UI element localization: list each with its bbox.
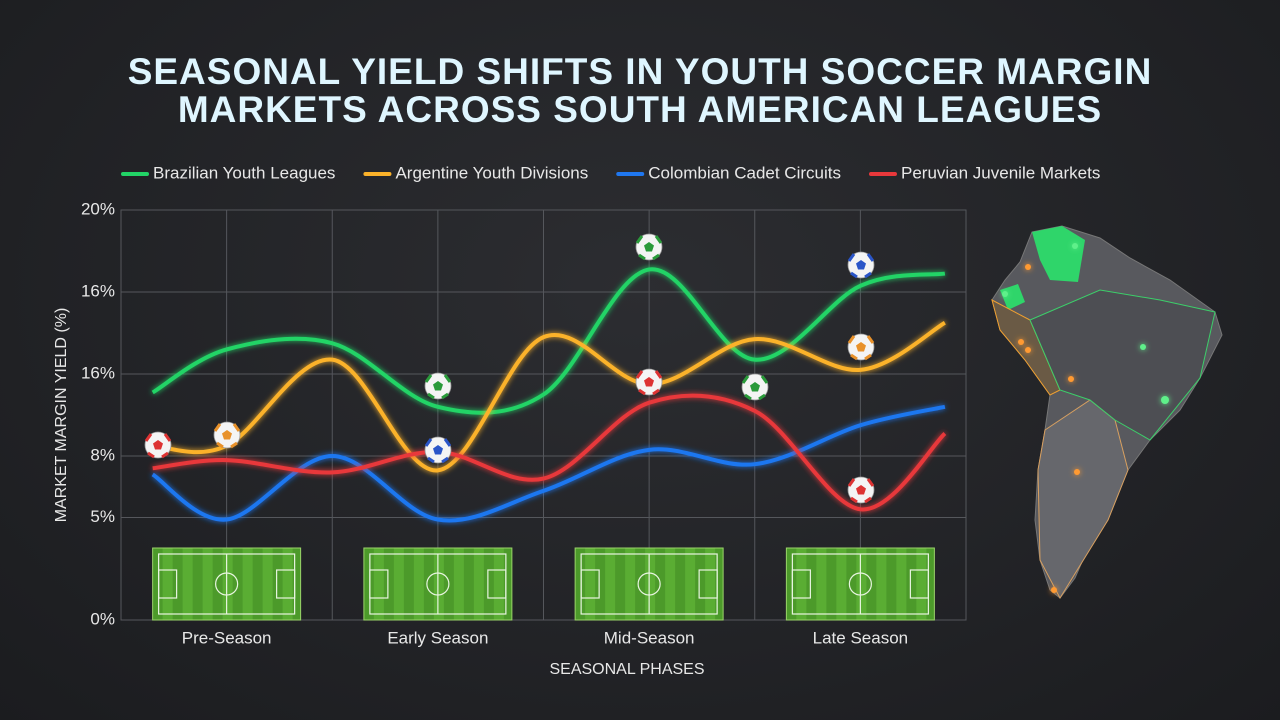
ball-icon xyxy=(424,372,452,400)
legend-label: Argentine Youth Divisions xyxy=(395,163,588,182)
x-tick-label: Mid-Season xyxy=(604,628,695,647)
y-axis-label: MARKET MARGIN YIELD (%) xyxy=(53,308,70,523)
ball-icon xyxy=(424,436,452,464)
legend-label: Peruvian Juvenile Markets xyxy=(901,163,1100,182)
series-line xyxy=(151,404,946,523)
ball-patch xyxy=(424,438,452,464)
legend-label: Colombian Cadet Circuits xyxy=(648,163,841,182)
ball-patch xyxy=(644,242,654,252)
ball-patch xyxy=(856,342,866,352)
ball-patch xyxy=(847,478,875,504)
ball-icon xyxy=(847,476,875,504)
ball-patch xyxy=(741,375,769,401)
pitch-line xyxy=(276,569,296,599)
ball-icon xyxy=(847,251,875,279)
pitch-line xyxy=(698,569,718,599)
pitch-line xyxy=(637,572,661,596)
ball-patch xyxy=(847,253,875,279)
y-tick-label: 5% xyxy=(90,507,115,526)
map xyxy=(991,225,1223,600)
pitch xyxy=(785,547,935,621)
pitch xyxy=(363,547,513,621)
series-line xyxy=(152,393,947,512)
ball-patch xyxy=(222,430,232,440)
ball-patch xyxy=(856,260,866,270)
pitch-line xyxy=(791,569,811,599)
y-tick-label: 8% xyxy=(90,445,115,464)
pitch-line xyxy=(369,569,389,599)
pitch-line xyxy=(426,572,450,596)
ball-patch xyxy=(847,335,875,361)
series-line xyxy=(151,267,946,415)
pitch xyxy=(152,547,302,621)
y-tick-label: 0% xyxy=(90,609,115,628)
pitch-line xyxy=(580,569,600,599)
ball-patch xyxy=(433,381,443,391)
ball-icon xyxy=(144,431,172,459)
x-axis-label: SEASONAL PHASES xyxy=(549,661,704,678)
ball-icon xyxy=(213,421,241,449)
pitch-line xyxy=(487,569,507,599)
ball-icon xyxy=(847,333,875,361)
ball-patch xyxy=(644,377,654,387)
ball-patch xyxy=(433,445,443,455)
ball-patch xyxy=(635,235,663,261)
series-line xyxy=(152,321,946,473)
ball-icon xyxy=(741,373,769,401)
x-tick-label: Pre-Season xyxy=(182,628,272,647)
x-tick-label: Early Season xyxy=(387,628,488,647)
y-tick-label: 20% xyxy=(81,199,115,218)
pitch-line xyxy=(215,572,239,596)
chart-title: SEASONAL YIELD SHIFTS IN YOUTH SOCCER MA… xyxy=(128,51,1153,130)
ball-patch xyxy=(153,440,163,450)
pitch-line xyxy=(848,572,872,596)
pitch-line xyxy=(909,569,929,599)
legend-label: Brazilian Youth Leagues xyxy=(153,163,335,182)
ball-icon xyxy=(635,368,663,396)
ball-patch xyxy=(856,485,866,495)
ball-patch xyxy=(213,423,241,449)
ball-patch xyxy=(424,374,452,400)
y-tick-label: 16% xyxy=(81,281,115,300)
ball-patch xyxy=(635,370,663,396)
ball-patch xyxy=(750,382,760,392)
ball-patch xyxy=(144,433,172,459)
x-tick-label: Late Season xyxy=(813,628,908,647)
ball-icon xyxy=(635,233,663,261)
y-tick-label: 16% xyxy=(81,363,115,382)
pitch-line xyxy=(158,569,178,599)
pitch xyxy=(574,547,724,621)
